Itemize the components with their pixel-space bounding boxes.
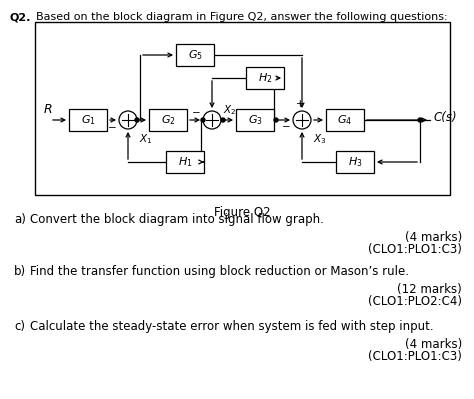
Text: $H_1$: $H_1$ [178,155,192,169]
Text: C(s): C(s) [434,111,457,124]
Circle shape [274,118,278,122]
Text: $X_3$: $X_3$ [313,132,327,146]
Text: c): c) [14,320,25,333]
Bar [246,67,284,89]
Text: a): a) [14,213,26,226]
Bar [166,151,204,173]
Text: (CLO1:PLO1:C3): (CLO1:PLO1:C3) [368,350,462,363]
Circle shape [221,118,225,122]
Circle shape [119,111,137,129]
Circle shape [135,118,139,122]
Circle shape [293,111,311,129]
Text: (12 marks): (12 marks) [397,283,462,296]
Text: −: − [282,122,291,132]
Text: Convert the block diagram into signal flow graph.: Convert the block diagram into signal fl… [30,213,324,226]
Text: Find the transfer function using block reduction or Mason’s rule.: Find the transfer function using block r… [30,265,409,278]
Bar [326,109,364,131]
Text: (CLO1:PLO1:C3): (CLO1:PLO1:C3) [368,243,462,256]
Text: Figure Q2: Figure Q2 [214,206,271,219]
Text: $H_3$: $H_3$ [348,155,362,169]
Text: $H_2$: $H_2$ [258,71,272,85]
Bar [69,109,107,131]
Circle shape [418,118,422,122]
Text: Calculate the steady-state error when system is fed with step input.: Calculate the steady-state error when sy… [30,320,434,333]
Text: R: R [44,103,53,116]
Text: −: − [108,123,117,133]
Circle shape [203,111,221,129]
Text: $G_3$: $G_3$ [247,113,263,127]
Text: $G_1$: $G_1$ [81,113,95,127]
Text: −: − [192,108,201,118]
Bar [35,22,450,195]
Text: b): b) [14,265,26,278]
Text: $G_4$: $G_4$ [337,113,353,127]
Text: Q2.: Q2. [10,12,31,22]
Bar [149,109,187,131]
Text: $X_1$: $X_1$ [139,132,153,146]
Bar [176,44,214,66]
Text: $G_2$: $G_2$ [161,113,175,127]
Text: (4 marks): (4 marks) [405,338,462,351]
Text: $X_2$: $X_2$ [223,103,237,117]
Text: (4 marks): (4 marks) [405,231,462,244]
Text: +: + [296,99,304,109]
Circle shape [201,118,205,122]
Text: Based on the block diagram in Figure Q2, answer the following questions:: Based on the block diagram in Figure Q2,… [36,12,447,22]
Text: $G_5$: $G_5$ [188,48,202,62]
Bar [336,151,374,173]
Text: (CLO1:PLO2:C4): (CLO1:PLO2:C4) [368,295,462,308]
Bar [236,109,274,131]
